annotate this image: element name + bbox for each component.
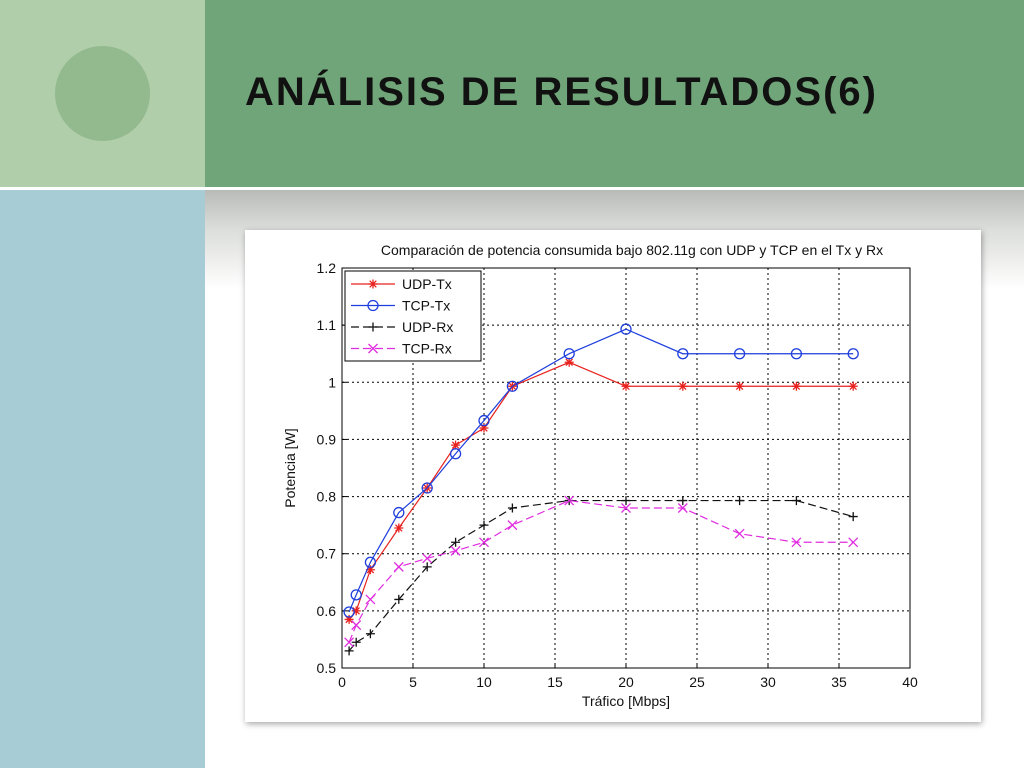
data-point: [422, 562, 432, 572]
series-line: [348, 328, 854, 613]
x-tick-label: 35: [831, 674, 847, 690]
power-chart: 0 5 10 15 20 25 30 35 40 0.5 0.6 0.7 0.8 0.9 1 1.1 1.2 Co…: [282, 242, 918, 709]
data-point: [621, 381, 631, 391]
data-point: [344, 637, 355, 648]
data-point: [678, 381, 688, 391]
data-point: [478, 414, 490, 427]
decorative-circle: [55, 46, 150, 141]
data-point: [507, 520, 518, 531]
data-point: [351, 620, 362, 631]
x-tick-label: 20: [618, 674, 634, 690]
data-point: [368, 322, 378, 332]
chart-frame: 0 5 10 15 20 25 30 35 40 0.5 0.6 0.7 0.8 0.9 1 1.1 1.2 Co…: [245, 230, 981, 722]
y-tick-label: 0.9: [317, 431, 337, 447]
y-tick-label: 0.5: [317, 660, 337, 676]
left-panel-bottom: [0, 190, 205, 768]
y-tick-label: 0.6: [317, 603, 337, 619]
data-point: [364, 556, 377, 568]
data-point: [621, 496, 631, 506]
series-line: [348, 499, 854, 652]
data-point: [479, 537, 489, 548]
data-point: [564, 357, 574, 367]
x-tick-label: 0: [338, 674, 346, 690]
y-tick-label: 1: [328, 374, 336, 390]
legend: UDP-Tx TCP-Tx UDP-Rx TCP-Rx: [344, 270, 482, 362]
series-line: [348, 499, 854, 643]
data-point: [368, 343, 378, 354]
data-point: [621, 503, 631, 513]
data-point: [394, 594, 404, 604]
data-point: [344, 614, 354, 624]
data-point: [677, 503, 688, 513]
data-point: [365, 594, 376, 605]
data-point: [451, 537, 461, 547]
data-point: [351, 606, 361, 616]
data-point: [393, 561, 404, 572]
data-point: [677, 348, 689, 360]
y-axis-label: Potencia [W]: [282, 428, 298, 507]
data-point: [848, 537, 859, 548]
x-tick-label: 40: [902, 674, 918, 690]
slide-title: ANÁLISIS DE RESULTADOS(6): [245, 70, 878, 114]
data-point: [735, 496, 745, 506]
legend-label: TCP-Tx: [402, 298, 450, 314]
y-tick-label: 1.1: [317, 317, 337, 333]
x-tick-label: 25: [689, 674, 705, 690]
data-point: [393, 506, 405, 519]
x-tick-label: 10: [476, 674, 492, 690]
data-point: [350, 589, 362, 601]
data-point: [847, 348, 859, 360]
chart-title: Comparación de potencia consumida bajo 8…: [381, 242, 883, 258]
legend-label: UDP-Rx: [402, 319, 453, 335]
data-point: [791, 537, 802, 548]
data-point: [365, 565, 375, 575]
data-point: [450, 545, 461, 556]
x-tick-label: 5: [409, 674, 417, 690]
data-point: [421, 482, 433, 494]
data-point: [678, 496, 688, 506]
data-point: [791, 496, 801, 506]
data-point: [367, 299, 379, 312]
y-tick-label: 1.2: [317, 260, 337, 276]
data-point: [343, 606, 355, 618]
x-tick-label: 30: [760, 674, 776, 690]
data-point: [620, 323, 632, 335]
data-point: [848, 512, 858, 522]
data-point: [422, 553, 433, 564]
legend-box: [344, 270, 482, 362]
data-point: [506, 380, 519, 392]
data-point: [449, 448, 462, 460]
data-point: [344, 646, 354, 656]
data-point: [394, 523, 404, 533]
data-point: [479, 520, 489, 530]
y-tick-label: 0.8: [317, 489, 337, 505]
legend-label: TCP-Rx: [402, 341, 452, 357]
data-point: [734, 528, 745, 539]
x-tick-label: 15: [547, 674, 563, 690]
data-point: [564, 495, 575, 506]
data-point: [365, 629, 375, 639]
data-point: [735, 381, 745, 391]
x-axis-label: Tráfico [Mbps]: [582, 693, 670, 709]
data-point: [733, 348, 746, 360]
header-band: [205, 0, 1024, 187]
header-divider: [0, 187, 1024, 190]
y-tick-label: 0.7: [317, 546, 337, 562]
series-tcp-tx: [343, 323, 859, 618]
data-point: [479, 423, 489, 433]
data-point: [451, 440, 461, 450]
data-point: [791, 381, 801, 391]
legend-label: UDP-Tx: [402, 276, 452, 292]
data-point: [368, 279, 378, 289]
series-tcp-rx: [344, 495, 859, 648]
data-point: [563, 348, 575, 360]
data-point: [351, 637, 361, 647]
data-point: [848, 381, 858, 391]
data-point: [507, 503, 517, 513]
data-point: [790, 348, 803, 360]
